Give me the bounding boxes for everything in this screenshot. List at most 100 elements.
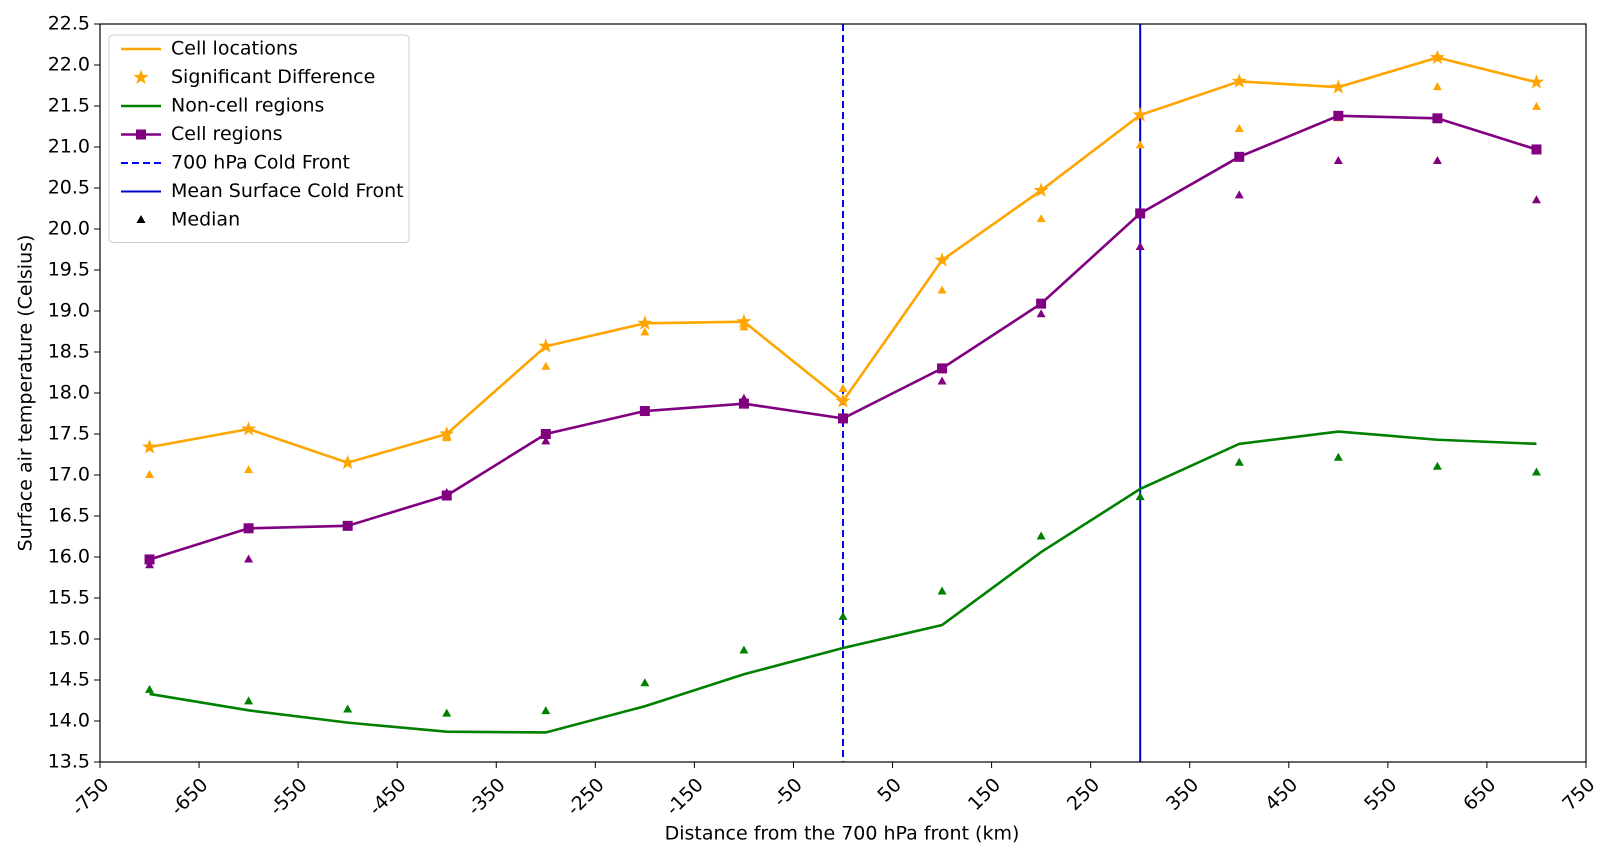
- legend-label: Cell locations: [171, 38, 298, 60]
- series-marker: [1135, 208, 1146, 219]
- y-tick-label: 17.5: [48, 423, 90, 445]
- y-tick-label: 16.0: [48, 546, 90, 568]
- series-marker: [1429, 49, 1446, 65]
- series-marker: [439, 426, 455, 441]
- series-marker: [141, 439, 158, 454]
- y-tick-label: 19.5: [48, 259, 90, 281]
- median-marker: [1234, 190, 1244, 199]
- median-marker: [1135, 242, 1145, 251]
- y-tick-label: 14.0: [48, 710, 90, 732]
- median-marker: [838, 611, 848, 620]
- series-marker: [1330, 79, 1346, 94]
- y-tick-label: 22.0: [48, 54, 90, 76]
- median-marker: [937, 586, 947, 595]
- y-tick-label: 21.0: [48, 136, 90, 158]
- median-marker: [1135, 492, 1145, 501]
- median-marker: [1135, 140, 1145, 149]
- median-marker: [1036, 309, 1046, 318]
- series-marker: [538, 338, 554, 353]
- y-tick-label: 22.5: [48, 13, 90, 35]
- y-tick-label: 19.0: [48, 300, 90, 322]
- y-axis-label: Surface air temperature (Celsius): [15, 235, 37, 552]
- y-tick-label: 14.5: [48, 669, 90, 691]
- series-marker: [835, 393, 851, 408]
- plot-frame: [99, 23, 1587, 763]
- median-marker: [838, 383, 848, 392]
- median-marker: [1333, 155, 1343, 164]
- legend-label: Non-cell regions: [171, 95, 324, 117]
- median-marker: [640, 678, 650, 687]
- median-marker: [244, 554, 254, 563]
- series-marker: [1234, 151, 1245, 162]
- series-marker: [144, 554, 155, 565]
- y-tick-label: 16.5: [48, 505, 90, 527]
- median-marker: [1036, 214, 1046, 223]
- legend-label: Median: [171, 209, 240, 231]
- median-marker: [541, 436, 551, 445]
- series-marker: [1231, 73, 1247, 88]
- y-tick-label: 13.5: [48, 751, 90, 773]
- series-marker: [1132, 107, 1148, 122]
- x-axis-label: Distance from the 700 hPa front (km): [665, 823, 1020, 845]
- legend-marker: [136, 129, 146, 140]
- series-marker: [1036, 298, 1047, 309]
- median-marker: [1531, 101, 1541, 110]
- y-tick-label: 17.0: [48, 464, 90, 486]
- series-marker: [243, 523, 254, 534]
- y-tick-label: 20.0: [48, 218, 90, 240]
- median-marker: [244, 696, 254, 705]
- series-line: [149, 430, 1537, 734]
- series-marker: [1333, 110, 1344, 121]
- series-marker: [934, 252, 950, 267]
- median-marker: [1036, 531, 1046, 540]
- series-marker: [1528, 74, 1545, 89]
- series-marker: [342, 520, 353, 531]
- series-marker: [540, 429, 551, 439]
- y-tick-label: 15.5: [48, 587, 90, 609]
- y-tick-label: 18.0: [48, 382, 90, 404]
- series-marker: [738, 398, 749, 409]
- legend-label: Significant Difference: [171, 66, 375, 88]
- series-marker: [441, 490, 452, 501]
- series-marker: [736, 313, 752, 329]
- legend-label: Cell regions: [171, 123, 283, 145]
- y-tick-label: 21.5: [48, 95, 90, 117]
- median-marker: [937, 285, 947, 294]
- median-marker: [739, 322, 749, 331]
- median-marker: [343, 704, 353, 713]
- median-marker: [1432, 155, 1442, 164]
- median-marker: [1234, 123, 1244, 132]
- series-marker: [1531, 144, 1542, 155]
- legend-marker: [133, 69, 149, 84]
- median-marker: [1234, 457, 1244, 466]
- median-marker: [937, 376, 947, 385]
- series-marker: [240, 421, 257, 436]
- median-marker: [1531, 195, 1541, 204]
- median-marker: [442, 708, 452, 717]
- median-marker: [145, 470, 155, 478]
- series-marker: [639, 406, 650, 417]
- median-marker: [541, 706, 551, 715]
- y-tick-label: 20.5: [48, 177, 90, 199]
- median-marker: [145, 684, 155, 693]
- median-marker: [244, 465, 254, 474]
- legend-box: [108, 34, 410, 243]
- legend-label: 700 hPa Cold Front: [171, 152, 350, 174]
- legend-label: Mean Surface Cold Front: [171, 180, 404, 202]
- series-marker: [1033, 182, 1049, 197]
- series-marker: [637, 315, 653, 330]
- y-tick-label: 18.5: [48, 341, 90, 363]
- median-marker: [640, 327, 650, 336]
- series-marker: [340, 454, 356, 470]
- series-marker: [1432, 113, 1443, 124]
- series-marker: [937, 363, 948, 374]
- median-marker: [1432, 82, 1442, 91]
- y-tick-label: 15.0: [48, 628, 90, 650]
- median-marker: [1531, 467, 1541, 476]
- legend-marker: [136, 215, 146, 223]
- median-marker: [541, 361, 551, 370]
- median-marker: [739, 645, 749, 654]
- series-marker: [838, 413, 848, 424]
- median-marker: [1333, 452, 1343, 461]
